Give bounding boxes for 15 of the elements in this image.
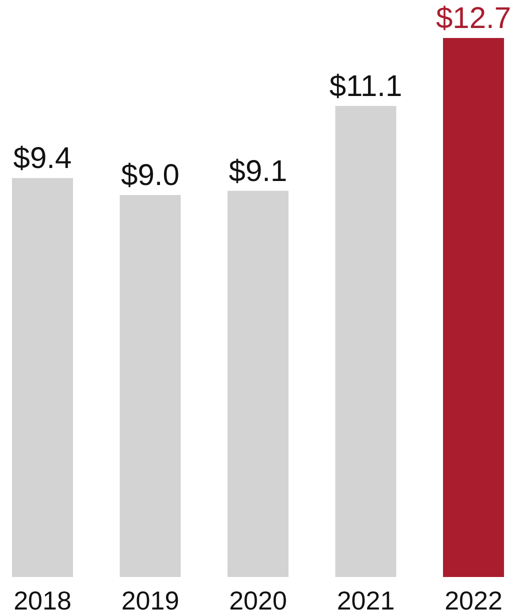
data-label: $9.4 [13,142,72,176]
x-tick-label: 2021 [336,585,395,615]
data-label: $9.1 [228,154,288,188]
x-tick-label: 2019 [121,585,180,615]
bar [120,195,181,577]
x-tick-label: 2022 [444,585,502,615]
x-tick-label: 2020 [229,585,287,615]
data-label: $11.1 [329,70,402,103]
data-label: $9.0 [121,159,180,192]
data-label: $12.7 [436,2,512,35]
bar [335,106,396,577]
x-tick-label: 2018 [14,585,72,615]
bar [228,190,288,577]
bar [443,38,504,577]
bar [12,178,73,577]
